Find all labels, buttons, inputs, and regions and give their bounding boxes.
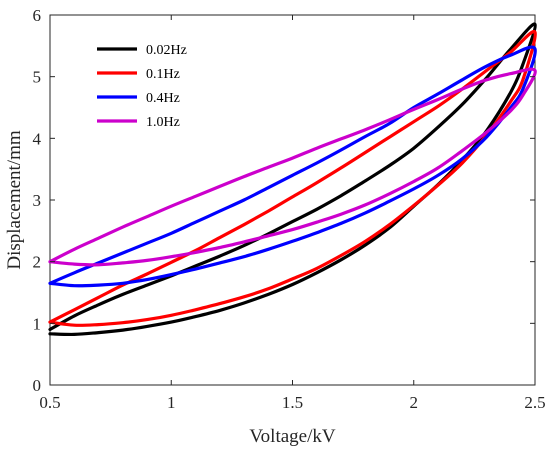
y-tick-label: 0 bbox=[33, 376, 42, 395]
series-line-0-1hz bbox=[48, 29, 537, 327]
x-tick-label: 2 bbox=[410, 393, 419, 412]
y-tick-label: 3 bbox=[33, 191, 42, 210]
x-tick-label: 2.5 bbox=[524, 393, 545, 412]
legend-label: 0.02Hz bbox=[146, 43, 187, 58]
series-line-0-02hz bbox=[48, 22, 537, 337]
tick-layer: 0.5 1 1.5 2 2.5 0 1 2 3 4 5 6 bbox=[33, 6, 546, 412]
legend-label: 0.1Hz bbox=[146, 67, 180, 82]
x-tick-label: 1.5 bbox=[282, 393, 303, 412]
y-tick-label: 6 bbox=[33, 6, 42, 25]
legend-label: 0.4Hz bbox=[146, 91, 180, 106]
x-axis-title: Voltage/kV bbox=[249, 426, 335, 447]
y-axis-title: Displacement/mm bbox=[4, 130, 25, 270]
series-line-1-0hz bbox=[48, 67, 537, 267]
legend-label: 1.0Hz bbox=[146, 115, 180, 130]
x-tick-label: 0.5 bbox=[39, 393, 60, 412]
series-line-0-4hz bbox=[48, 45, 537, 288]
legend: 0.02Hz 0.1Hz 0.4Hz 1.0Hz bbox=[90, 35, 230, 135]
y-tick-label: 1 bbox=[33, 314, 42, 333]
y-tick-label: 4 bbox=[33, 129, 42, 148]
y-tick-label: 5 bbox=[33, 68, 42, 87]
legend-box bbox=[90, 35, 230, 135]
x-tick-label: 1 bbox=[167, 393, 176, 412]
series-layer bbox=[48, 22, 537, 337]
y-tick-label: 2 bbox=[33, 253, 42, 272]
